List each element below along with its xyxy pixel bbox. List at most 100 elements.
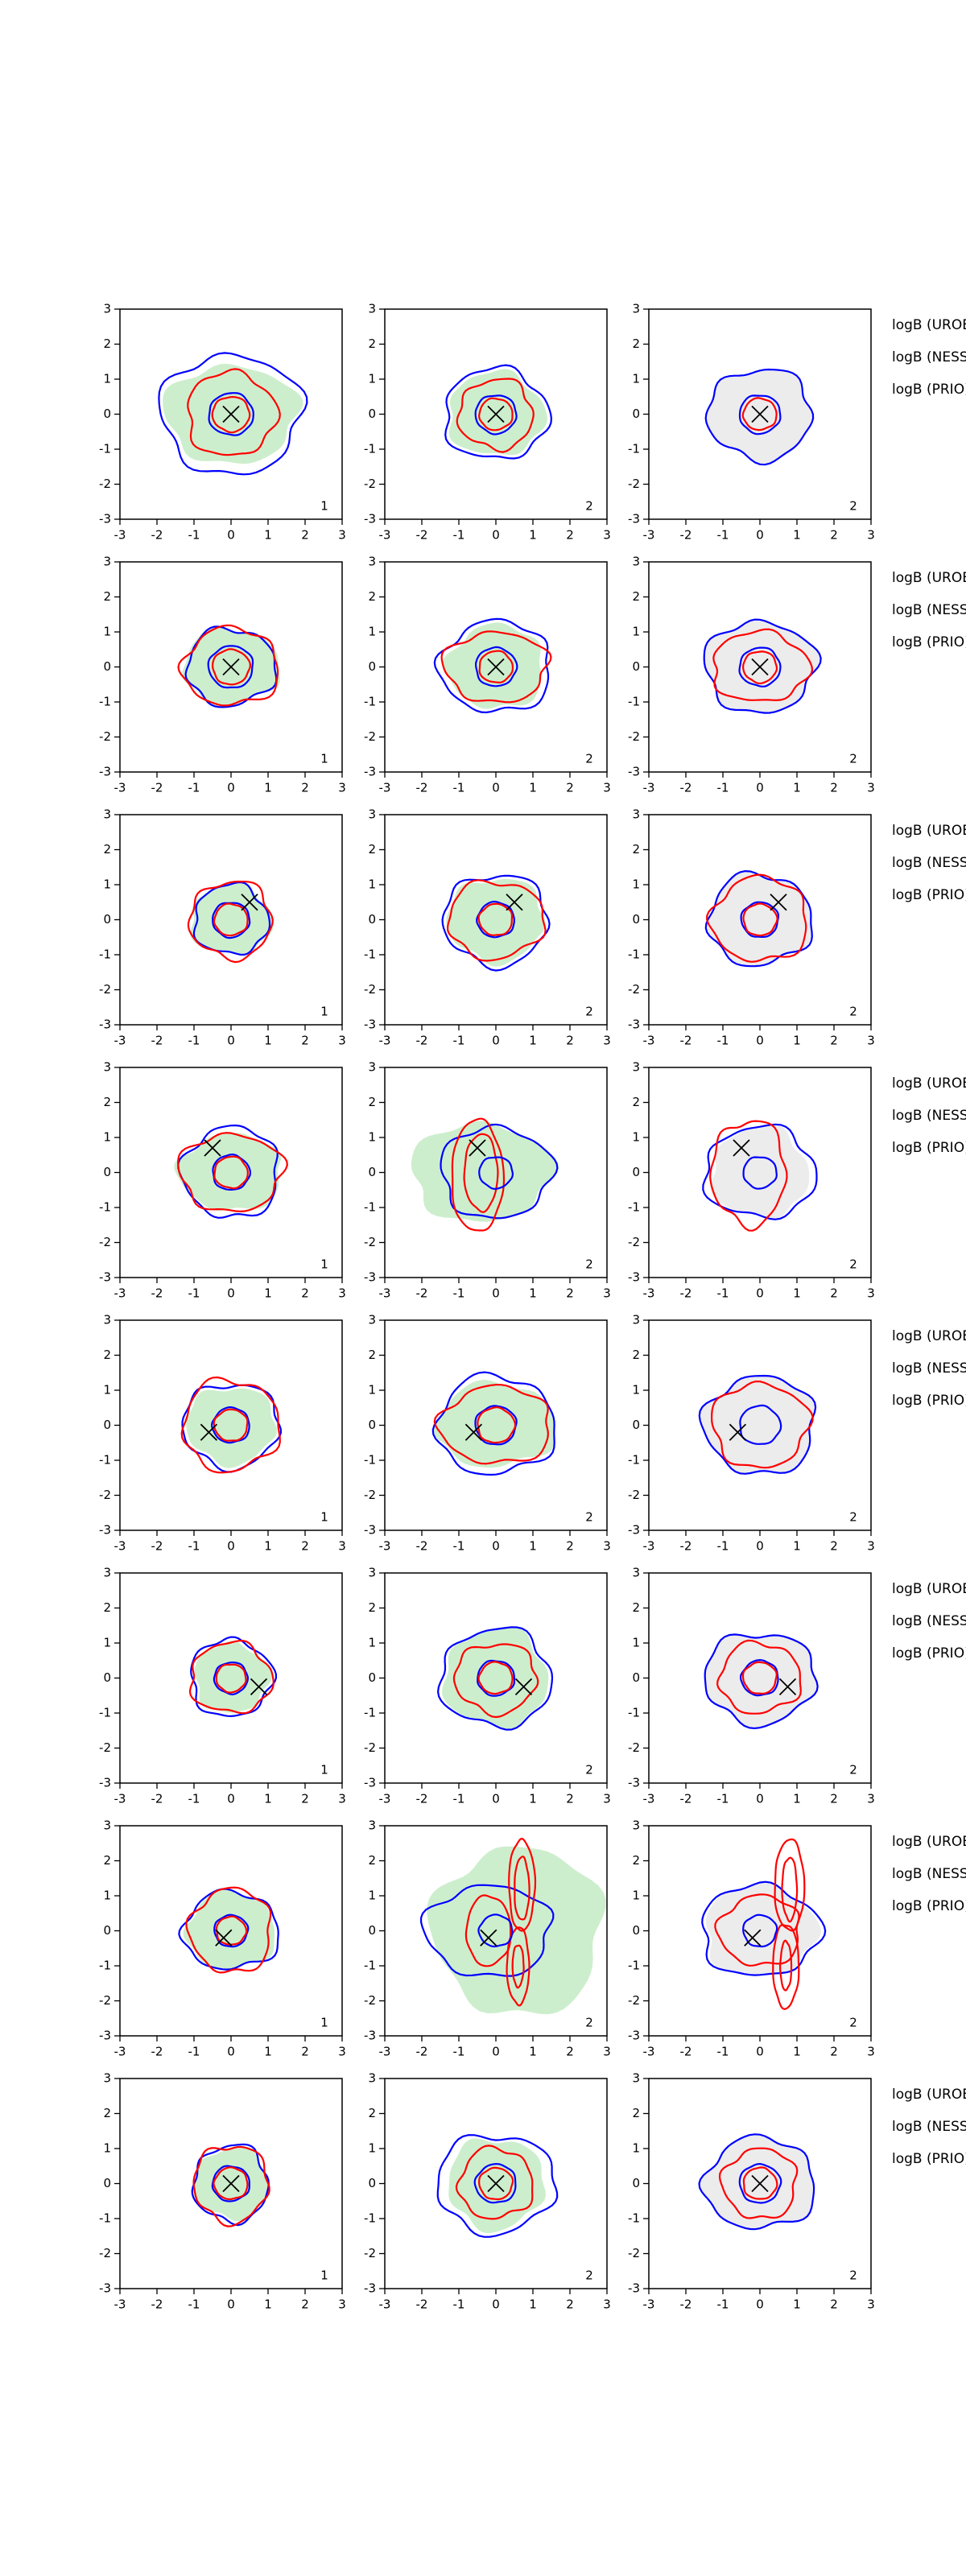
x-tick-label: 2: [830, 1286, 838, 1301]
panel: -3 -2 -1 0 1 2 3 -3 -2 -1 0 1 2 3 1: [99, 555, 346, 795]
y-tick-label: 3: [632, 2071, 640, 2086]
panel-label: 1: [320, 1510, 328, 1525]
contour: [514, 1856, 530, 1921]
y-tick-label: 3: [368, 2071, 376, 2086]
x-tick-label: 3: [603, 2045, 611, 2059]
panel-label: 1: [320, 1257, 328, 1272]
x-tick-label: -1: [453, 781, 465, 795]
y-tick-label: 1: [368, 1636, 376, 1650]
contour: [478, 650, 514, 684]
y-tick-label: 0: [103, 407, 111, 421]
y-tick-label: 0: [103, 1418, 111, 1432]
x-tick-label: -2: [680, 1539, 692, 1554]
x-tick-label: -3: [379, 781, 391, 795]
y-tick-label: 3: [632, 1566, 640, 1580]
x-tick-label: 0: [227, 781, 235, 795]
y-tick-label: -1: [364, 1453, 376, 1468]
marker: [778, 1678, 797, 1696]
contour: [192, 881, 271, 956]
marker: [506, 894, 523, 911]
x-tick-label: -1: [453, 528, 465, 543]
x-tick-label: -1: [188, 2297, 200, 2312]
panel-label: 2: [585, 1510, 593, 1525]
y-tick-label: 1: [368, 372, 376, 386]
x-tick-label: -2: [680, 781, 692, 795]
contour: [712, 628, 814, 702]
x-tick-label: -2: [151, 781, 163, 795]
x-tick-label: 3: [338, 2045, 346, 2059]
y-tick-label: -1: [99, 947, 111, 962]
marker: [751, 2174, 769, 2193]
x-tick-label: 3: [338, 2297, 346, 2312]
x-tick-label: 2: [566, 1792, 574, 1806]
y-tick-label: 1: [632, 2141, 640, 2156]
x-tick-label: 0: [227, 2045, 235, 2059]
x-tick-label: 3: [338, 528, 346, 543]
panel-label: 2: [849, 1763, 857, 1777]
x-tick-label: 2: [301, 1539, 309, 1554]
contour: [478, 1156, 514, 1190]
contour: [511, 1944, 525, 1989]
plot-area: [436, 1626, 554, 1731]
plot-area: [177, 624, 280, 708]
plot-area: [698, 1374, 817, 1475]
x-tick-label: 0: [492, 528, 500, 543]
y-tick-label: 3: [632, 1060, 640, 1075]
density-fill: [194, 1641, 272, 1713]
x-tick-label: -2: [151, 2045, 163, 2059]
y-tick-label: 3: [368, 1566, 376, 1580]
y-tick-label: 3: [103, 1313, 111, 1327]
contour: [180, 1376, 281, 1474]
y-tick-label: 2: [368, 1600, 376, 1615]
panel-label: 2: [585, 1005, 593, 1019]
x-tick-label: 3: [603, 2297, 611, 2312]
x-tick-label: 3: [603, 1539, 611, 1554]
y-tick-label: -1: [364, 2211, 376, 2226]
y-tick-label: 2: [103, 1853, 111, 1868]
x-tick-label: -3: [379, 1286, 391, 1301]
x-tick-label: -1: [717, 2297, 729, 2312]
y-tick-label: 2: [368, 1095, 376, 1109]
x-tick-label: 1: [793, 528, 801, 543]
x-tick-label: -3: [643, 1286, 655, 1301]
y-tick-label: 0: [103, 659, 111, 674]
x-tick-label: 2: [566, 1286, 574, 1301]
panel-label: 2: [849, 1257, 857, 1272]
x-tick-label: 1: [529, 2045, 537, 2059]
contour: [478, 397, 514, 431]
x-tick-label: 0: [492, 2297, 500, 2312]
y-tick-label: -2: [628, 1488, 640, 1502]
contour: [718, 2147, 799, 2219]
density-fill: [183, 1889, 275, 1970]
x-tick-label: 1: [264, 528, 272, 543]
y-tick-label: 3: [103, 555, 111, 569]
contour: [742, 902, 778, 937]
panel-label: 1: [320, 752, 328, 766]
annotation: logB (NESS) =: [892, 602, 966, 618]
annotation: logB (UROB) =: [892, 823, 966, 839]
y-tick-label: -3: [628, 1776, 640, 1790]
y-tick-label: -2: [364, 1235, 376, 1249]
y-tick-label: -2: [628, 1235, 640, 1249]
y-tick-label: 3: [368, 807, 376, 822]
panel: -3 -2 -1 0 1 2 3 -3 -2 -1 0 1 2 3 2 logB (UROB) = logB (…: [628, 807, 966, 1048]
y-tick-label: -3: [99, 1776, 111, 1790]
x-tick-label: -2: [680, 2045, 692, 2059]
marker: [215, 1929, 233, 1946]
x-tick-label: -3: [643, 781, 655, 795]
x-tick-label: -1: [717, 1034, 729, 1048]
plot-area: [702, 1120, 818, 1232]
contour: [451, 1117, 506, 1232]
x-tick-label: 0: [756, 2297, 764, 2312]
panel-label: 2: [585, 752, 593, 766]
contour: [704, 1633, 819, 1730]
x-tick-label: 2: [301, 2045, 309, 2059]
x-tick-label: -2: [680, 1792, 692, 1806]
contour: [181, 1384, 283, 1473]
marker: [487, 405, 505, 423]
contour: [187, 881, 274, 964]
y-tick-label: 2: [632, 1853, 640, 1868]
